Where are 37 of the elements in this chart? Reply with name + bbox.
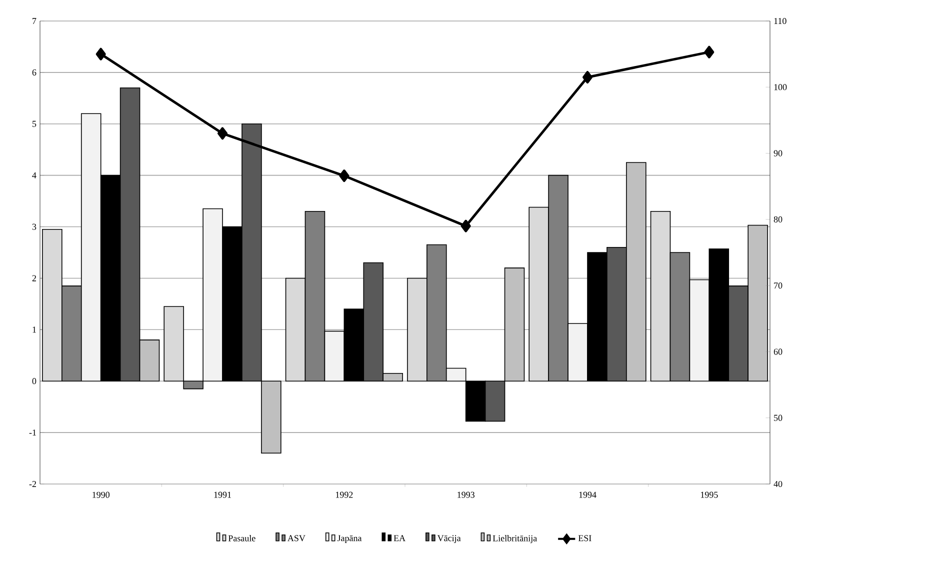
y2-tick-label: 110 [774,18,786,24]
y2-tick-label: 80 [774,216,782,222]
x-tick-label: 1991 [214,492,231,498]
point [460,220,471,232]
y-tick-label: 7 [32,18,36,24]
x-tick-label: 1992 [336,492,353,498]
point [218,127,228,140]
y2-tick-label: 90 [774,150,782,156]
y2-tick-label: 60 [774,348,782,355]
y2-tick-label: 50 [774,414,782,421]
y-tick-label: -2 [29,481,36,487]
y-tick-label: 5 [32,120,36,127]
y-tick-label: 3 [32,224,36,230]
y-tick-label: 4 [32,172,36,178]
y-tick-label: -1 [29,430,36,436]
legend-label: Lielbritānija [492,535,537,544]
x-tick-label: 1995 [700,492,718,498]
legend-label: Pasaule [228,535,256,542]
point [582,70,593,84]
y2-tick-label: 70 [774,282,782,289]
y-tick-label: 2 [32,275,36,282]
y-tick-label: 0 [32,378,36,384]
x-tick-label: 1990 [92,492,110,498]
y2-tick-label: 40 [774,480,782,488]
y-tick-label: 6 [32,69,36,76]
x-tick-label: 1994 [579,492,596,498]
legend-label: ASV [288,535,306,542]
legend-label: EA [394,535,406,542]
legend-label: ESI [578,535,592,542]
x-tick-label: 1993 [458,492,474,498]
legend-label: Japāna [337,535,362,543]
legend-label: Vācija [437,535,461,544]
point [96,48,106,60]
point [339,170,350,182]
point [704,46,714,58]
y2-tick-label: 100 [774,84,787,90]
y-tick-label: 1 [32,326,36,333]
